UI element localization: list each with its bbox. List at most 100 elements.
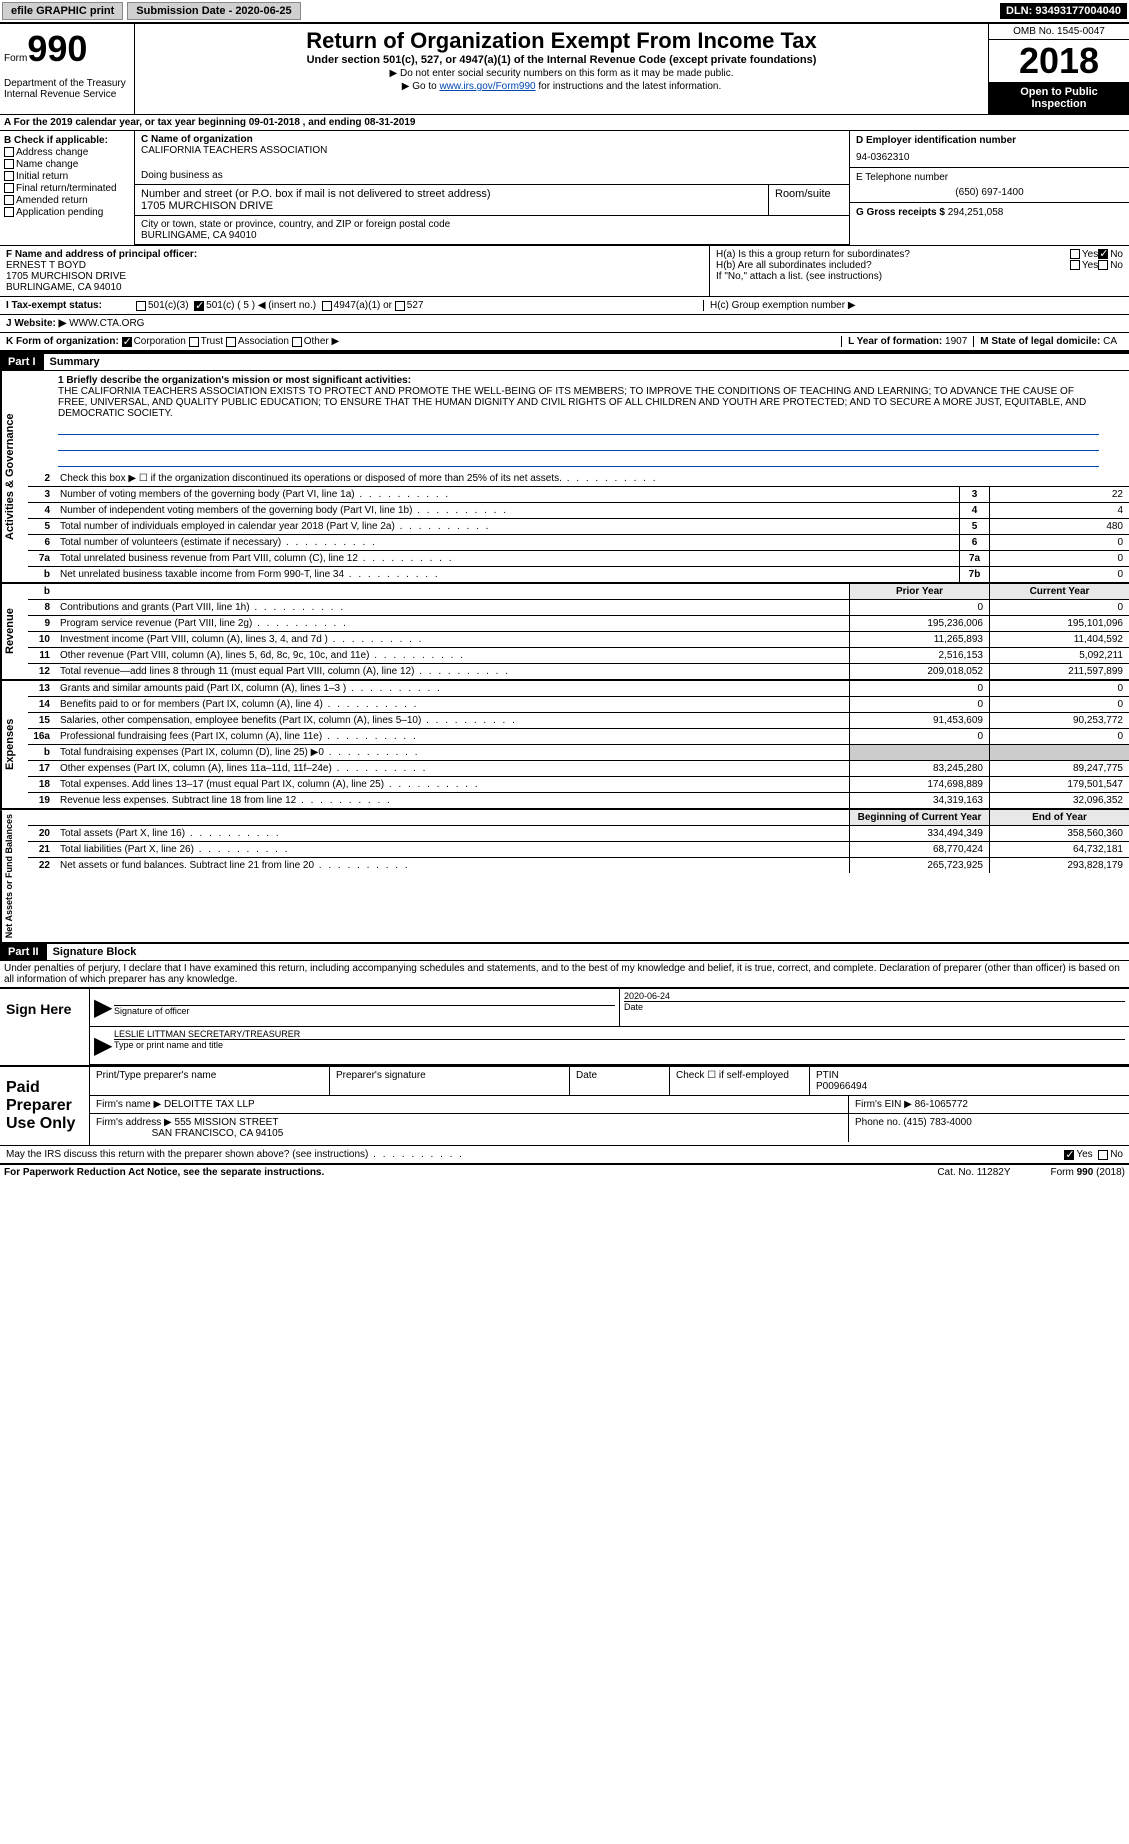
section-f: F Name and address of principal officer:…: [0, 246, 709, 296]
checkbox[interactable]: [4, 159, 14, 169]
firm-ein-cell: Firm's EIN ▶ 86-1065772: [849, 1096, 1129, 1114]
sign-date: 2020-06-24: [624, 991, 1125, 1001]
hb-yes-checkbox[interactable]: [1070, 260, 1080, 270]
topbar: efile GRAPHIC print Submission Date - 20…: [0, 0, 1129, 22]
discuss-text: May the IRS discuss this return with the…: [6, 1149, 464, 1160]
data-line: 17Other expenses (Part IX, column (A), l…: [28, 760, 1129, 776]
date-label: Date: [624, 1001, 1125, 1012]
omb-number: OMB No. 1545-0047: [989, 24, 1129, 40]
address-cell: Number and street (or P.O. box if mail i…: [135, 185, 849, 216]
domicile: M State of legal domicile: CA: [973, 336, 1123, 347]
submission-date: Submission Date - 2020-06-25: [127, 2, 300, 20]
phone-label: E Telephone number: [856, 172, 1123, 183]
501c3-label: 501(c)(3): [148, 300, 189, 311]
addr-label: Number and street (or P.O. box if mail i…: [141, 188, 762, 200]
data-line: bTotal fundraising expenses (Part IX, co…: [28, 744, 1129, 760]
4947-checkbox[interactable]: [322, 301, 332, 311]
end-year-header: End of Year: [989, 810, 1129, 825]
tax-status-label: I Tax-exempt status:: [6, 300, 136, 311]
form-label: Form: [4, 53, 27, 64]
501c-checkbox[interactable]: [194, 301, 204, 311]
org-name: CALIFORNIA TEACHERS ASSOCIATION: [141, 145, 843, 156]
firm-name-cell: Firm's name ▶ DELOITTE TAX LLP: [90, 1096, 849, 1114]
phone-cell: E Telephone number (650) 697-1400: [850, 168, 1129, 203]
ein-cell: D Employer identification number 94-0362…: [850, 131, 1129, 168]
data-line: 9Program service revenue (Part VIII, lin…: [28, 615, 1129, 631]
trust-label: Trust: [201, 336, 223, 347]
hc-label: H(c) Group exemption number ▶: [703, 300, 1123, 311]
room-label: Room/suite: [769, 185, 849, 215]
tax-status-row: I Tax-exempt status: 501(c)(3) 501(c) ( …: [0, 296, 1129, 314]
part2-header: Part II Signature Block: [0, 942, 1129, 960]
governance-section: Activities & Governance 1 Briefly descri…: [0, 370, 1129, 582]
other-checkbox[interactable]: [292, 337, 302, 347]
data-line: 15Salaries, other compensation, employee…: [28, 712, 1129, 728]
officer-row: F Name and address of principal officer:…: [0, 245, 1129, 296]
trust-checkbox[interactable]: [189, 337, 199, 347]
irs-link[interactable]: www.irs.gov/Form990: [439, 81, 535, 92]
assoc-checkbox[interactable]: [226, 337, 236, 347]
mission-label: 1 Briefly describe the organization's mi…: [58, 375, 1099, 386]
ha-label: H(a) Is this a group return for subordin…: [716, 249, 1070, 260]
501c3-checkbox[interactable]: [136, 301, 146, 311]
discuss-yes-label: Yes: [1076, 1149, 1092, 1160]
current-year-header: Current Year: [989, 584, 1129, 599]
header-left: Form990 Department of the Treasury Inter…: [0, 24, 135, 114]
form-subtitle: Under section 501(c), 527, or 4947(a)(1)…: [139, 54, 984, 66]
gov-line: bNet unrelated business taxable income f…: [28, 566, 1129, 582]
discuss-no-checkbox[interactable]: [1098, 1150, 1108, 1160]
part2-label: Part II: [0, 944, 47, 960]
section-b-item: Application pending: [4, 207, 130, 218]
officer-label: F Name and address of principal officer:: [6, 249, 703, 260]
city-cell: City or town, state or province, country…: [135, 216, 849, 245]
ein-value: 94-0362310: [856, 152, 1123, 163]
subline-2: ▶ Go to www.irs.gov/Form990 for instruct…: [139, 81, 984, 92]
data-line: 20Total assets (Part X, line 16)334,494,…: [28, 825, 1129, 841]
efile-button[interactable]: efile GRAPHIC print: [2, 2, 123, 20]
ha-yes-checkbox[interactable]: [1070, 249, 1080, 259]
data-line: 18Total expenses. Add lines 13–17 (must …: [28, 776, 1129, 792]
prep-check-label: Check ☐ if self-employed: [670, 1067, 810, 1096]
hb-no-checkbox[interactable]: [1098, 260, 1108, 270]
officer-addr2: BURLINGAME, CA 94010: [6, 282, 703, 293]
no-label-2: No: [1110, 260, 1123, 271]
527-checkbox[interactable]: [395, 301, 405, 311]
501c-label: 501(c) ( 5 ) ◀ (insert no.): [206, 300, 316, 311]
form-title: Return of Organization Exempt From Incom…: [139, 28, 984, 54]
mission-text: THE CALIFORNIA TEACHERS ASSOCIATION EXIS…: [58, 386, 1099, 419]
signer-name: LESLIE LITTMAN SECRETARY/TREASURER: [114, 1029, 1125, 1039]
section-b-item: Amended return: [4, 195, 130, 206]
info-grid: B Check if applicable: Address changeNam…: [0, 131, 1129, 245]
corp-checkbox[interactable]: [122, 337, 132, 347]
ha-no-checkbox[interactable]: [1098, 249, 1108, 259]
checkbox[interactable]: [4, 147, 14, 157]
signature-label: Signature of officer: [114, 1005, 615, 1016]
form-org-label: K Form of organization:: [6, 336, 119, 347]
data-line: 11Other revenue (Part VIII, column (A), …: [28, 647, 1129, 663]
rev-header-num: b: [28, 584, 56, 599]
assoc-label: Association: [238, 336, 289, 347]
officer-name: ERNEST T BOYD: [6, 260, 703, 271]
section-b-item: Address change: [4, 147, 130, 158]
checkbox[interactable]: [4, 207, 14, 217]
checkbox[interactable]: [4, 171, 14, 181]
discuss-yes-checkbox[interactable]: [1064, 1150, 1074, 1160]
footer-left: For Paperwork Reduction Act Notice, see …: [4, 1167, 324, 1178]
checkbox[interactable]: [4, 195, 14, 205]
phone-value: (650) 697-1400: [856, 187, 1123, 198]
period-line: A For the 2019 calendar year, or tax yea…: [0, 114, 1129, 131]
form-org-row: K Form of organization: Corporation Trus…: [0, 332, 1129, 352]
form-number: 990: [27, 28, 87, 69]
form-header: Form990 Department of the Treasury Inter…: [0, 22, 1129, 114]
website-value: WWW.CTA.ORG: [69, 318, 144, 329]
checkbox[interactable]: [4, 183, 14, 193]
gov-line: 7aTotal unrelated business revenue from …: [28, 550, 1129, 566]
declaration: Under penalties of perjury, I declare th…: [0, 960, 1129, 987]
dln: DLN: 93493177004040: [1000, 3, 1127, 19]
prep-date-label: Date: [570, 1067, 670, 1096]
rev-header-row: b Prior Year Current Year: [28, 584, 1129, 599]
org-name-cell: C Name of organization CALIFORNIA TEACHE…: [135, 131, 849, 185]
data-line: 21Total liabilities (Part X, line 26)68,…: [28, 841, 1129, 857]
section-b: B Check if applicable: Address changeNam…: [0, 131, 135, 245]
preparer-section: Paid Preparer Use Only Print/Type prepar…: [0, 1065, 1129, 1145]
